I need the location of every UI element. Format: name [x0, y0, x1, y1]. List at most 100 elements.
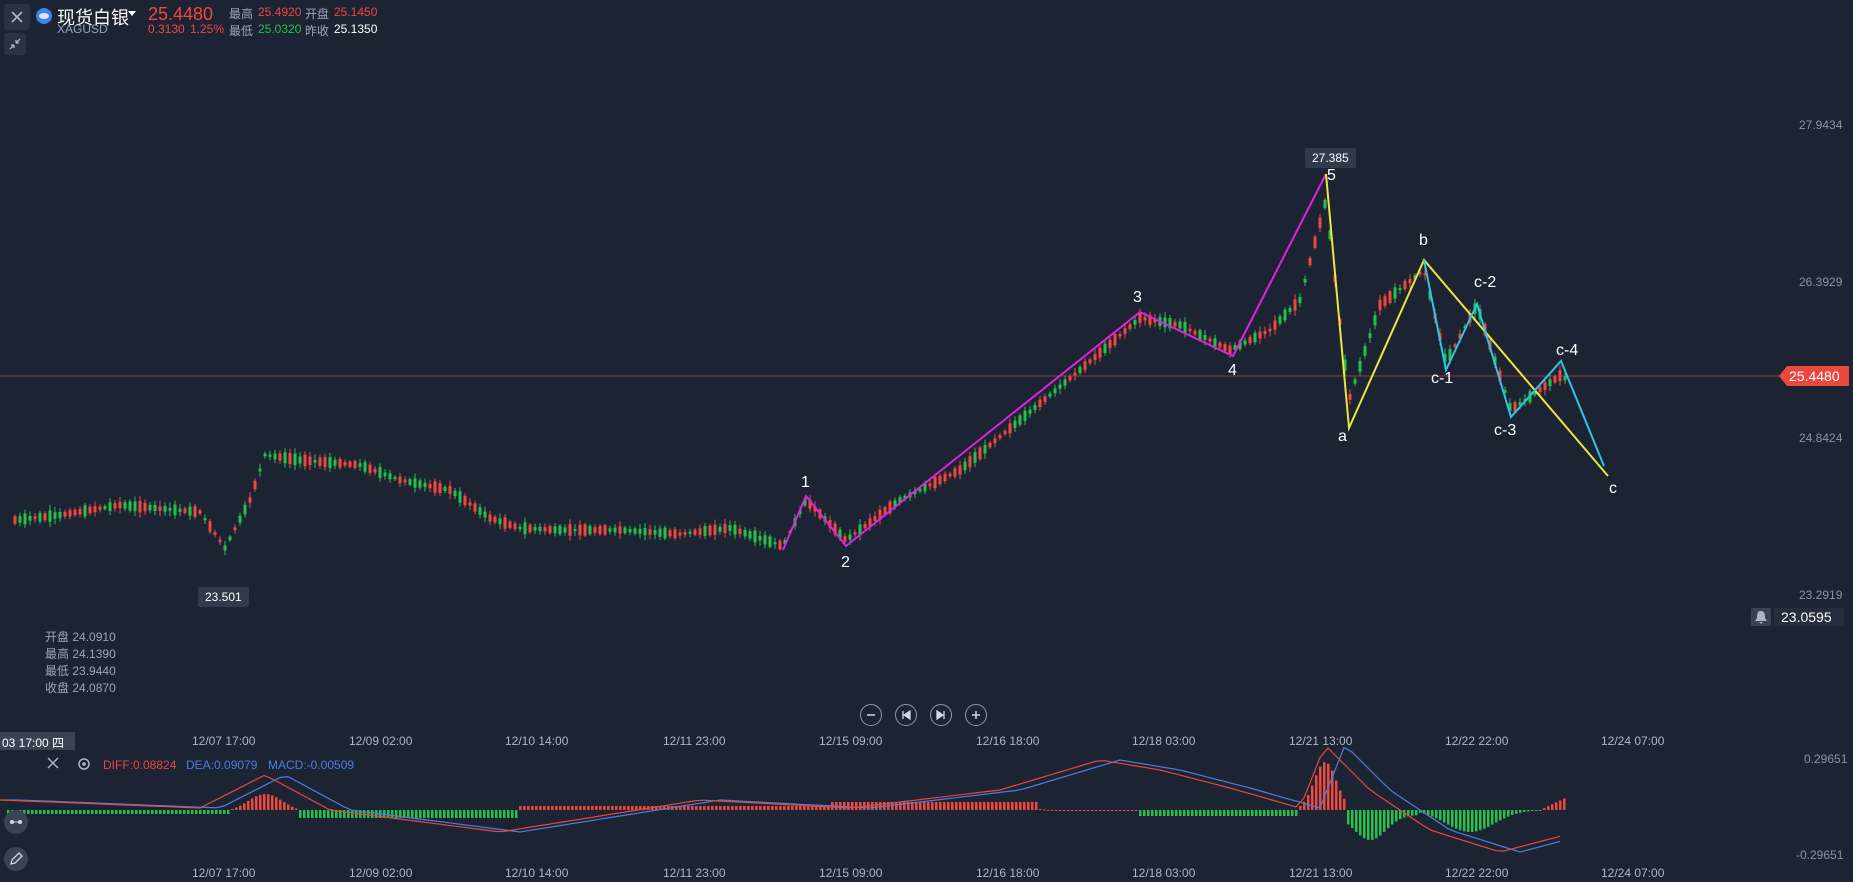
candle-body — [1098, 347, 1102, 358]
macd-bar — [631, 806, 634, 810]
candle-body — [293, 453, 297, 466]
ohlc-high-label: 最高 — [45, 647, 70, 661]
ohlc-open-label: 开盘 — [45, 630, 70, 644]
macd-bar — [995, 802, 998, 810]
macd-bar — [1267, 810, 1270, 816]
macd-bar — [659, 806, 662, 810]
candle-body — [1463, 325, 1467, 329]
macd-bar — [567, 806, 570, 810]
macd-bar — [139, 810, 142, 814]
candle-body — [248, 497, 252, 503]
candle-body — [308, 456, 312, 466]
draw-tool-icon — [10, 820, 22, 824]
candle-body — [108, 502, 112, 512]
candle-body — [868, 518, 872, 527]
candle-body — [1048, 393, 1052, 397]
macd-bar — [451, 810, 454, 818]
draw-tools-button[interactable] — [4, 810, 28, 834]
candle-body — [1358, 360, 1362, 372]
candle-body — [333, 460, 337, 466]
alert-price-value: 23.0595 — [1781, 609, 1832, 625]
indicator-settings-button[interactable] — [76, 756, 92, 772]
macd-bar — [1155, 810, 1158, 816]
macd-bar — [1311, 785, 1314, 810]
price-alert-button[interactable] — [1751, 608, 1771, 626]
macd-bar — [119, 810, 122, 814]
pencil-button[interactable] — [4, 847, 28, 871]
macd-histogram-group — [7, 762, 1566, 840]
macd-bar — [315, 810, 318, 818]
scroll-to-start-button[interactable] — [895, 704, 917, 726]
macd-time-axis-label: 12/07 17:00 — [192, 866, 256, 880]
macd-bar — [1043, 809, 1046, 811]
macd-bar — [579, 806, 582, 810]
macd-bar — [1479, 810, 1482, 831]
candle-body — [123, 502, 127, 509]
macd-bar — [251, 798, 254, 810]
macd-bar — [1151, 810, 1154, 816]
candle-body — [943, 473, 947, 482]
candle-body — [1313, 236, 1317, 249]
candle-body — [978, 447, 982, 460]
macd-bar — [275, 797, 278, 810]
macd-bar — [1255, 810, 1258, 816]
candle-body — [558, 525, 562, 535]
instrument-title[interactable]: 现货白银 — [57, 8, 129, 28]
candle-body — [1028, 409, 1032, 414]
scroll-to-end-button[interactable] — [930, 704, 952, 726]
candle-body — [983, 444, 987, 454]
macd-bar — [319, 810, 322, 818]
wave-label-3: 3 — [1133, 289, 1142, 306]
macd-bar — [1475, 810, 1478, 832]
close-chart-button[interactable] — [4, 4, 30, 30]
close-indicator-button[interactable] — [46, 756, 62, 772]
macd-bar — [1159, 810, 1162, 816]
zoom-in-button[interactable] — [965, 704, 987, 726]
macd-bar — [1459, 810, 1462, 831]
macd-bar — [815, 806, 818, 810]
shrink-button[interactable] — [4, 33, 26, 55]
candle-body — [213, 532, 217, 535]
candle-body — [618, 526, 622, 534]
candle-body — [1148, 314, 1152, 325]
macd-bar — [199, 810, 202, 814]
zoom-out-button[interactable] — [860, 704, 882, 726]
candle-body — [13, 516, 17, 524]
macd-bar — [755, 806, 758, 810]
macd-bar — [483, 810, 486, 818]
macd-bar — [731, 806, 734, 810]
macd-bar — [1427, 810, 1430, 816]
macd-bar — [303, 810, 306, 818]
plus-icon — [972, 711, 980, 719]
macd-bar — [247, 800, 250, 810]
candle-body — [1403, 280, 1407, 290]
macd-bar — [1099, 810, 1102, 811]
macd-bar — [571, 806, 574, 810]
macd-bar — [1127, 810, 1130, 811]
macd-bar — [419, 810, 422, 818]
macd-bar — [771, 806, 774, 810]
candle-body — [588, 525, 592, 535]
candle-body — [703, 526, 707, 536]
candle-body — [423, 482, 427, 488]
macd-bar — [947, 802, 950, 810]
macd-bar — [735, 806, 738, 810]
candle-body — [1213, 338, 1217, 347]
macd-bar — [827, 806, 830, 810]
macd-bar — [1243, 810, 1246, 816]
instrument-dropdown-icon[interactable] — [126, 6, 140, 20]
macd-bar — [843, 802, 846, 810]
macd-bar — [331, 810, 334, 818]
candle-body — [738, 528, 742, 535]
candle-body — [298, 456, 302, 464]
candle-body — [38, 512, 42, 522]
candle-body — [593, 527, 597, 533]
macd-bar — [775, 806, 778, 810]
candle-body — [763, 535, 767, 545]
macd-bar — [759, 806, 762, 810]
macd-bar — [1395, 810, 1398, 822]
price-axis-label: 27.9434 — [1799, 118, 1843, 132]
macd-bar — [219, 810, 222, 814]
macd-bar — [1227, 810, 1230, 816]
